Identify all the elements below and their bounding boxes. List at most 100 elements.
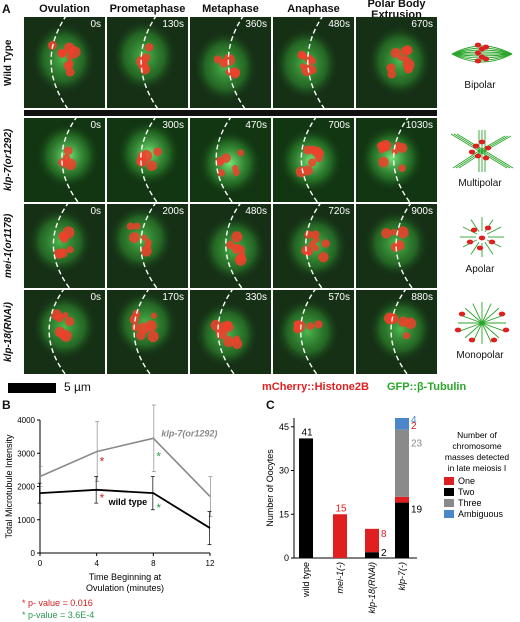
micrograph: 0s (24, 204, 105, 288)
legend-swatch (444, 499, 454, 507)
timestamp: 570s (328, 292, 350, 303)
x-tick-label: 4 (94, 559, 99, 568)
x-tick-label: 12 (206, 559, 215, 568)
micrograph: 170s (107, 290, 188, 374)
row-label: mei-1(or1178) (3, 213, 14, 279)
timestamp: 330s (245, 292, 267, 303)
y-tick-label: 1000 (17, 516, 35, 525)
bar-segment (365, 528, 379, 553)
spindle-diagram (451, 42, 513, 64)
micrograph: 0s (24, 290, 105, 374)
significance-star: * (156, 501, 161, 515)
legend-title: Number of (457, 430, 497, 440)
legend-swatch (444, 510, 454, 518)
micrograph: 0s (24, 118, 105, 202)
timestamp: 300s (162, 120, 184, 131)
y-axis-label: Total Microtubule Intensity (4, 434, 14, 539)
spindle-type-label: Bipolar (464, 80, 496, 91)
legend-histone: mCherry::Histone2B (262, 381, 369, 393)
spindle-type-label: Apolar (465, 264, 495, 275)
row-label: klp-7(or1292) (3, 128, 14, 192)
timestamp: 720s (328, 206, 350, 217)
x-tick-label: 8 (151, 559, 156, 568)
category-label: klp-18(RNAi) (367, 562, 377, 614)
scale-bar (8, 383, 56, 393)
column-header: Prometaphase (109, 3, 186, 15)
bar-value-label: 23 (411, 438, 423, 449)
micrograph: 200s (107, 204, 188, 288)
y-tick-label: 45 (279, 422, 289, 432)
spindle-diagram (460, 217, 504, 257)
bar-segment (395, 429, 409, 497)
timestamp: 700s (328, 120, 350, 131)
row-label: klp-18(RNAi) (3, 302, 14, 363)
micrograph: 0s (24, 17, 105, 108)
legend-swatch (444, 488, 454, 496)
timestamp: 900s (411, 206, 433, 217)
micrograph: 130s (107, 17, 188, 108)
timestamp: 1030s (405, 120, 433, 131)
category-label: wild type (301, 562, 311, 598)
y-tick-label: 15 (279, 509, 289, 519)
bar-segment (395, 418, 409, 430)
bar-value-label: 8 (381, 529, 387, 540)
spindle-diagram (454, 302, 510, 344)
timestamp: 360s (245, 19, 267, 30)
micrograph: 720s (273, 204, 354, 288)
significance-star: * (100, 491, 105, 505)
timestamp: 130s (162, 19, 184, 30)
panel-c-letter: C (266, 398, 275, 412)
timestamp: 0s (90, 206, 101, 217)
legend-title: masses detected (445, 452, 510, 462)
timestamp: 670s (411, 19, 433, 30)
micrograph: 880s (356, 290, 437, 374)
y-tick-label: 4000 (17, 416, 35, 425)
column-header: Anaphase (287, 3, 340, 15)
significance-star: * (156, 450, 161, 464)
timestamp: 0s (90, 19, 101, 30)
column-header: Polar Body Extrusion (367, 0, 426, 21)
legend-entry: Three (458, 498, 482, 508)
timestamp: 480s (328, 19, 350, 30)
significance-star: * (100, 455, 105, 469)
timestamp: 470s (245, 120, 267, 131)
timestamp: 880s (411, 292, 433, 303)
timestamp: 0s (90, 120, 101, 131)
spindle-type-label: Multipolar (458, 178, 502, 189)
p-value-note: * p- value = 0.016 (22, 598, 93, 608)
separator-bar (24, 110, 437, 116)
y-tick-label: 0 (284, 553, 289, 563)
micrograph: 330s (190, 290, 271, 374)
y-tick-label: 2000 (17, 483, 35, 492)
bar-segment (333, 514, 347, 558)
timestamp: 200s (162, 206, 184, 217)
micrograph: 360s (190, 17, 271, 108)
micrograph: 470s (190, 118, 271, 202)
bar-value-label: 15 (335, 503, 347, 514)
column-header: Ovulation (39, 3, 90, 15)
legend-entry: One (458, 476, 475, 486)
micrograph: 480s (190, 204, 271, 288)
series-line (39, 437, 211, 498)
row-label: Wild Type (3, 39, 14, 86)
x-axis-label: Time Beginning at (89, 572, 162, 582)
micrograph: 570s (273, 290, 354, 374)
legend-title: chromosome (452, 441, 501, 451)
timestamp: 170s (162, 292, 184, 303)
bar-segment (395, 496, 409, 503)
micrograph: 1030s (356, 118, 437, 202)
series-label-klp7: klp-7(or1292) (161, 428, 217, 438)
bar-value-label: 2 (381, 548, 387, 559)
p-value-note: * p-value = 3.6E-4 (22, 610, 94, 620)
category-label: mei-1(-) (335, 562, 345, 594)
bar-value-label: 41 (301, 427, 313, 438)
bar-segment (395, 502, 409, 558)
legend-swatch (444, 477, 454, 485)
panel-b-letter: B (2, 398, 11, 412)
timestamp: 0s (90, 292, 101, 303)
bar-value-label: 2 (411, 421, 417, 432)
spindle-diagram (450, 130, 514, 172)
panel-a-letter: A (2, 2, 11, 16)
x-axis-label-line2: Ovulation (minutes) (86, 583, 164, 593)
bar-chart: 0 15 30 45 Number of Oocytes wild type mei-1(-… (265, 415, 510, 614)
